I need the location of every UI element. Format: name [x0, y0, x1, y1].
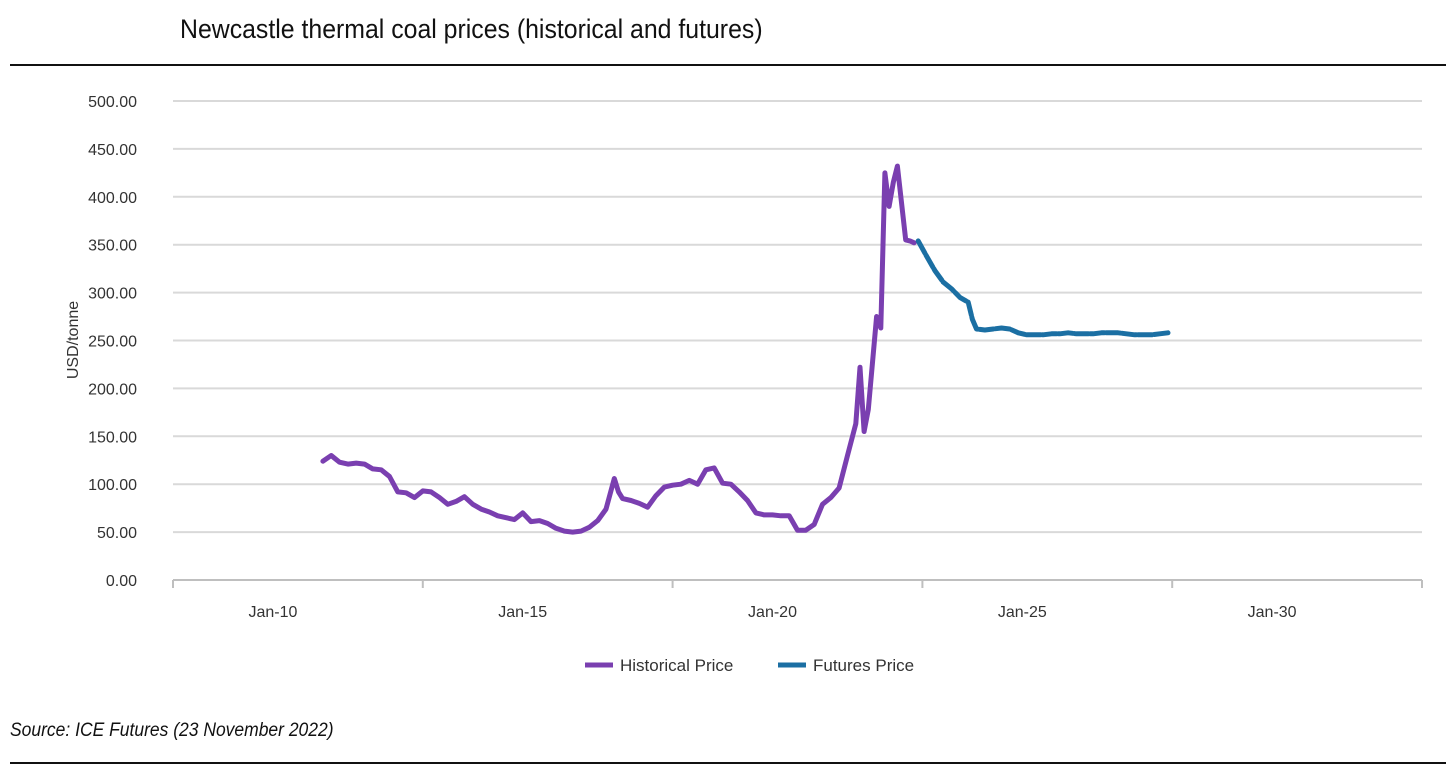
series-lines — [320, 163, 1171, 535]
x-tick-label: Jan-15 — [498, 604, 547, 621]
legend: Historical Price Futures Price — [585, 656, 914, 675]
top-rule — [10, 64, 1446, 66]
y-tick-label: 200.00 — [88, 381, 137, 398]
legend-label: Historical Price — [620, 656, 733, 675]
y-axis-label: USD/tonne — [65, 301, 82, 379]
bottom-rule — [10, 762, 1446, 764]
historical-price-line — [320, 163, 917, 535]
y-tick-label: 350.00 — [88, 238, 137, 255]
y-tick-label: 300.00 — [88, 286, 137, 303]
x-tick-label: Jan-30 — [1248, 604, 1297, 621]
x-tick-label: Jan-20 — [748, 604, 797, 621]
y-tick-label: 0.00 — [106, 573, 137, 590]
source-note: Source: ICE Futures (23 November 2022) — [10, 720, 334, 741]
y-tick-label: 250.00 — [88, 334, 137, 351]
line-chart: 0.00 50.00 100.00 150.00 200.00 250.00 300.00 3… — [65, 94, 1423, 675]
y-tick-label: 100.00 — [88, 477, 137, 494]
y-tick-label: 150.00 — [88, 429, 137, 446]
y-tick-label: 500.00 — [88, 94, 137, 111]
legend-label: Futures Price — [813, 656, 914, 675]
gridlines — [173, 100, 1422, 581]
x-tick-label: Jan-10 — [248, 604, 297, 621]
futures-price-line — [915, 238, 1171, 338]
y-tick-label: 400.00 — [88, 190, 137, 207]
x-axis: Jan-10 Jan-15 Jan-20 Jan-25 Jan-30 — [172, 580, 1423, 621]
x-tick-label: Jan-25 — [998, 604, 1047, 621]
chart-title: Newcastle thermal coal prices (historica… — [180, 14, 763, 44]
y-tick-label: 50.00 — [97, 525, 137, 542]
y-tick-label: 450.00 — [88, 142, 137, 159]
y-axis-ticks: 0.00 50.00 100.00 150.00 200.00 250.00 300.00 3… — [88, 94, 137, 590]
